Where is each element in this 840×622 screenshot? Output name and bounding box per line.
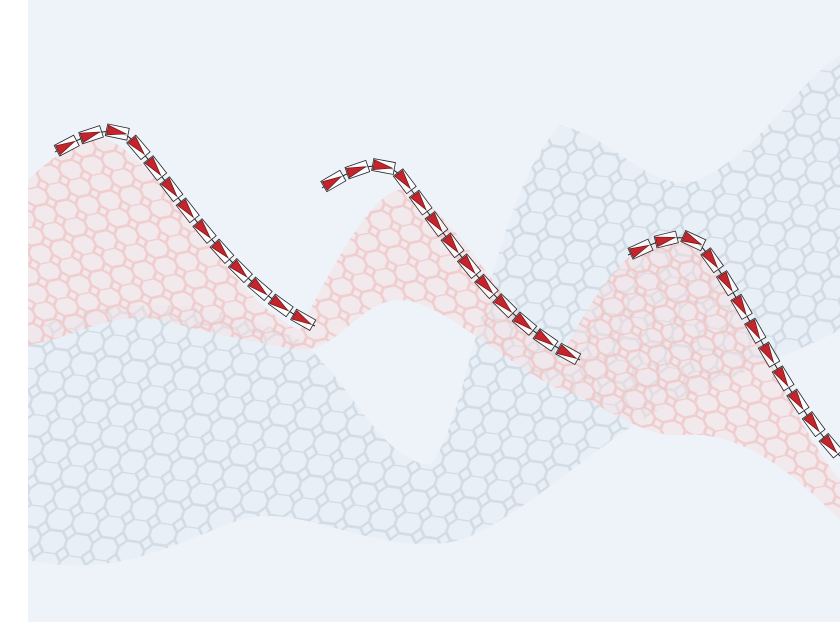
marker-arrow xyxy=(787,389,804,411)
marker-arrow xyxy=(820,434,838,454)
marker-arrow xyxy=(106,124,128,136)
marker-arrow xyxy=(321,175,343,191)
arrow-marker xyxy=(320,169,347,193)
arrow-marker xyxy=(653,230,679,249)
marker-arrow xyxy=(144,156,162,177)
marker-arrow xyxy=(291,310,313,325)
arrow-marker xyxy=(53,134,80,157)
arrow-marker xyxy=(192,218,217,244)
marker-arrow xyxy=(654,236,677,248)
marker-arrow xyxy=(160,177,178,198)
arrow-marker xyxy=(801,411,826,438)
arrow-marker xyxy=(408,189,433,216)
arrow-marker xyxy=(786,388,810,415)
arrow-marker xyxy=(757,341,781,368)
arrow-marker xyxy=(771,365,795,392)
marker-arrow xyxy=(773,366,789,387)
marker-arrow xyxy=(79,131,101,144)
marker-arrow xyxy=(248,277,268,296)
arrow-marker xyxy=(143,155,168,181)
arrow-marker xyxy=(680,230,707,252)
arrow-marker xyxy=(818,432,840,459)
arrow-marker xyxy=(700,247,724,274)
marker-arrow xyxy=(513,312,533,331)
arrow-marker xyxy=(371,158,396,175)
arrow-chains xyxy=(53,123,840,459)
marker-arrow xyxy=(534,329,554,346)
marker-arrow xyxy=(211,239,229,259)
arrow-marker xyxy=(104,123,130,141)
arrow-marker xyxy=(344,159,371,180)
marker-arrow xyxy=(394,169,411,190)
arrow-marker xyxy=(730,293,753,320)
arrow-marker xyxy=(392,168,417,195)
marker-arrow xyxy=(426,212,443,233)
marker-arrow xyxy=(731,295,747,316)
marker-arrow xyxy=(441,233,459,254)
marker-arrow xyxy=(556,344,578,359)
arrow-marker xyxy=(227,258,253,284)
marker-arrow xyxy=(628,244,650,259)
arrow-marker xyxy=(555,342,582,366)
arrow-marker xyxy=(126,134,151,161)
marker-arrow xyxy=(681,231,703,245)
marker-arrow xyxy=(701,248,719,269)
arrow-marker xyxy=(492,293,518,319)
arrow-marker xyxy=(209,238,235,264)
arrow-marker xyxy=(456,253,482,280)
arrow-marker xyxy=(290,308,317,331)
marker-arrow xyxy=(127,135,145,156)
blue-lattice xyxy=(28,55,840,566)
marker-arrow xyxy=(193,219,212,239)
arrow-marker xyxy=(627,238,654,260)
arrow-marker xyxy=(78,125,104,145)
arrow-marker xyxy=(744,317,767,344)
marker-arrow xyxy=(269,294,290,312)
arrow-marker xyxy=(424,211,449,237)
marker-arrow xyxy=(493,294,513,313)
arrow-marker xyxy=(267,293,294,318)
marker-arrow xyxy=(229,259,248,278)
red-lattice xyxy=(28,137,840,521)
marker-arrow xyxy=(345,166,367,179)
marker-arrow xyxy=(55,140,76,156)
marker-arrow xyxy=(410,191,427,211)
marker-arrow xyxy=(803,412,820,433)
marker-arrow xyxy=(372,159,394,170)
arrow-marker xyxy=(175,197,200,224)
arrow-marker xyxy=(159,176,184,203)
marker-arrow xyxy=(458,254,476,275)
arrow-marker xyxy=(440,232,465,259)
marker-arrow xyxy=(759,343,775,364)
marker-arrow xyxy=(177,198,195,219)
arrow-marker xyxy=(474,273,499,300)
marker-arrow xyxy=(745,319,761,340)
arrow-marker xyxy=(532,328,559,352)
marker-arrow xyxy=(475,275,494,294)
arrow-marker xyxy=(511,311,538,336)
arrow-marker xyxy=(715,270,739,297)
arrow-marker xyxy=(247,276,273,302)
marker-arrow xyxy=(717,271,733,292)
